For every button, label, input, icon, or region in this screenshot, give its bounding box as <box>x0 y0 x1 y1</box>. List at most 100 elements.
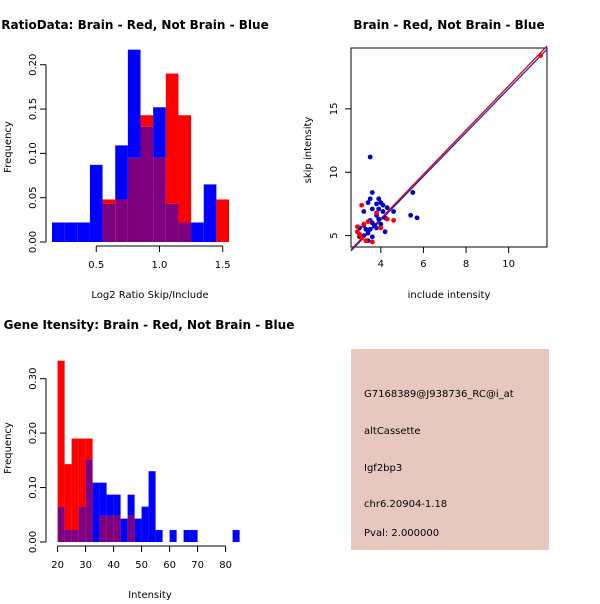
intensity-scatter-axes: 4 6 8 10 5 10 15 <box>329 102 515 270</box>
fit-line <box>350 45 548 250</box>
histogram-bar-brain <box>165 73 179 204</box>
histogram-bar-notbrain <box>169 530 177 542</box>
histogram-bar-notbrain <box>153 107 166 158</box>
histogram-bar-notbrain <box>120 518 128 542</box>
scatter-point-notbrain <box>414 215 420 221</box>
histogram-bar-brain <box>71 438 79 531</box>
histogram-bar-notbrain <box>190 530 198 542</box>
ratio-histogram-bars <box>52 49 230 242</box>
histogram-bar-overlap <box>165 203 179 242</box>
gene-intensity-bars <box>57 360 240 542</box>
ratio-histogram-ylabel: Frequency <box>3 121 14 173</box>
histogram-bar-overlap <box>57 506 65 542</box>
histogram-bar-notbrain <box>141 506 149 542</box>
scatter-point-brain <box>365 219 371 225</box>
histogram-bar-brain <box>102 199 116 204</box>
scatter-point-brain <box>369 239 375 245</box>
probe-id: G7168389@J938736_RC@i_at <box>364 389 514 400</box>
x-tick-label: 0.5 <box>88 260 104 271</box>
histogram-bar-notbrain <box>148 471 156 542</box>
intensity-scatter-points <box>354 53 544 245</box>
histogram-bar-notbrain <box>99 482 107 516</box>
histogram-bar-brain <box>178 115 192 223</box>
histogram-bar-notbrain <box>183 530 191 542</box>
scatter-point-notbrain <box>391 209 397 214</box>
ratio-histogram-title: RatioData: Brain - Red, Not Brain - Blue <box>1 18 268 32</box>
y-tick-label: 0.05 <box>28 187 39 209</box>
y-tick-label: 0.00 <box>28 531 39 553</box>
scatter-point-notbrain <box>410 190 416 195</box>
info-panel: G7168389@J938736_RC@i_at altCassette Igf… <box>351 349 549 550</box>
histogram-bar-notbrain <box>134 518 142 542</box>
scatter-point-notbrain <box>408 212 414 218</box>
histogram-bar-notbrain <box>92 482 100 542</box>
gene-intensity-axes: 20 30 40 50 60 70 80 0.00 0.10 0.20 0.30 <box>28 368 232 571</box>
gene-intensity-xlabel: Intensity <box>128 590 172 600</box>
histogram-bar-notbrain <box>155 530 163 542</box>
scatter-point-notbrain <box>365 230 371 236</box>
histogram-bar-brain <box>85 438 93 460</box>
histogram-bar-overlap <box>102 203 116 242</box>
info-panel-background <box>351 349 549 550</box>
histogram-bar-overlap <box>78 506 86 542</box>
y-tick-label: 0.10 <box>28 476 39 498</box>
scatter-point-brain <box>391 217 397 223</box>
scatter-point-brain <box>354 224 360 230</box>
histogram-bar-overlap <box>127 157 141 242</box>
histogram-bar-overlap <box>127 515 135 542</box>
histogram-bar-notbrain <box>127 49 141 158</box>
ratio-histogram-axes: 0.5 1.0 1.5 0.00 0.05 0.10 0.15 0.20 <box>28 54 231 271</box>
x-tick-label: 1.0 <box>152 260 168 271</box>
histogram-bar-notbrain <box>77 222 90 242</box>
scatter-point-notbrain <box>380 209 386 214</box>
scatter-point-notbrain <box>367 196 373 202</box>
histogram-bar-overlap <box>178 222 192 242</box>
histogram-bar-notbrain <box>113 494 121 516</box>
scatter-point-notbrain <box>365 200 371 206</box>
histogram-bar-notbrain <box>203 184 217 242</box>
scatter-point-notbrain <box>378 221 384 227</box>
scatter-point-brain <box>359 202 365 208</box>
histogram-bar-overlap <box>113 515 121 542</box>
scatter-point-brain <box>384 216 390 222</box>
y-tick-label: 0.10 <box>28 142 39 164</box>
histogram-bar-notbrain <box>115 145 128 200</box>
histogram-bar-notbrain <box>89 164 103 242</box>
gene-intensity-title: Gene Itensity: Brain - Red, Not Brain - … <box>4 318 295 332</box>
histogram-bar-overlap <box>99 515 107 542</box>
genomic-location: chr6.20904-1.18 <box>364 499 447 510</box>
scatter-point-brain <box>374 210 379 216</box>
histogram-bar-brain <box>64 464 72 531</box>
gene-intensity-histogram: Gene Itensity: Brain - Red, Not Brain - … <box>3 318 295 601</box>
gene-intensity-ylabel: Frequency <box>3 422 14 474</box>
scatter-point-notbrain <box>374 225 379 231</box>
intensity-scatter: Brain - Red, Not Brain - Blue include in… <box>303 18 548 301</box>
histogram-bar-overlap <box>140 126 154 242</box>
scatter-point-notbrain <box>367 154 373 160</box>
intensity-scatter-frame <box>350 47 548 248</box>
scatter-point-notbrain <box>380 202 386 208</box>
scatter-point-brain <box>363 238 369 244</box>
x-tick-label: 10 <box>502 259 515 270</box>
scatter-point-notbrain <box>361 209 367 214</box>
ratio-histogram-xlabel: Log2 Ratio Skip/Include <box>91 290 208 301</box>
histogram-bar-notbrain <box>127 494 135 516</box>
histogram-bar-notbrain <box>191 222 204 242</box>
y-tick-label: 10 <box>329 166 340 179</box>
histogram-bar-overlap <box>71 530 79 542</box>
y-tick-label: 5 <box>329 232 340 238</box>
y-tick-label: 0.20 <box>28 54 39 76</box>
scatter-point-notbrain <box>367 226 373 232</box>
scatter-point-notbrain <box>376 196 382 202</box>
histogram-bar-overlap <box>64 530 72 542</box>
pval-text: Pval: 2.000000 <box>364 528 439 539</box>
x-tick-label: 60 <box>163 560 176 571</box>
histogram-bar-overlap <box>85 459 93 542</box>
scatter-point-notbrain <box>363 226 369 232</box>
histogram-bar-notbrain <box>52 222 65 242</box>
scatter-point-brain <box>378 225 384 231</box>
scatter-point-notbrain <box>374 201 379 207</box>
histogram-bar-notbrain <box>232 530 240 542</box>
scatter-point-notbrain <box>384 205 390 211</box>
histogram-bar-overlap <box>115 199 128 242</box>
